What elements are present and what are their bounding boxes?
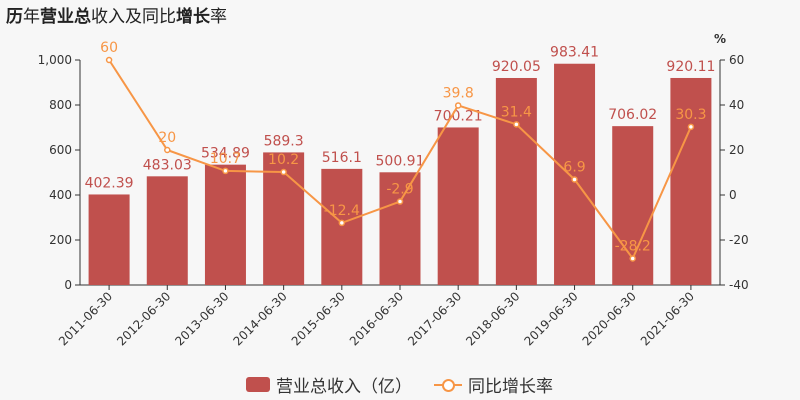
right-axis-tick-label: -40: [729, 278, 749, 292]
bar: [554, 63, 596, 285]
title-part: 收入及同比: [91, 7, 176, 27]
growth-value-label: 20: [158, 130, 176, 146]
left-axis-tick-label: 200: [49, 233, 72, 247]
right-axis-tick-label: 60: [729, 53, 744, 67]
bar-value-label: 516.1: [322, 150, 362, 166]
right-axis-tick-label: 40: [729, 98, 744, 112]
left-axis-tick-label: 400: [49, 188, 72, 202]
left-axis-tick-label: 1,000: [38, 53, 72, 67]
title-part: 增长: [176, 7, 210, 27]
bar: [146, 176, 188, 285]
growth-value-label: 31.4: [501, 104, 532, 120]
growth-value-label: 10.7: [210, 151, 241, 167]
x-axis-tick-label: 2011-06-30: [56, 289, 115, 348]
growth-value-label: 10.2: [268, 152, 299, 168]
bar-value-label: 700.21: [434, 108, 483, 124]
growth-value-label: 30.3: [675, 107, 706, 123]
bar: [495, 77, 537, 286]
x-axis-tick-label: 2019-06-30: [521, 289, 580, 348]
legend-label-growth: 同比增长率: [468, 377, 553, 397]
growth-value-label: 6.9: [563, 159, 585, 175]
bar-value-label: 500.91: [376, 153, 425, 169]
legend-bar-swatch: [246, 377, 270, 392]
bar: [379, 172, 421, 285]
title-part: 营业总: [40, 7, 91, 27]
bar: [437, 127, 479, 285]
bar: [88, 194, 130, 285]
x-axis-tick-label: 2017-06-30: [405, 289, 464, 348]
growth-value-label: -12.4: [324, 203, 360, 219]
x-axis-tick-label: 2015-06-30: [289, 289, 348, 348]
left-axis-tick-label: 600: [49, 143, 72, 157]
x-axis-tick-label: 2013-06-30: [172, 289, 231, 348]
bar-value-label: 706.02: [608, 107, 657, 123]
growth-point: [338, 219, 346, 227]
bar-value-label: 920.05: [492, 59, 541, 75]
x-axis-tick-label: 2016-06-30: [347, 289, 406, 348]
bar-value-label: 920.11: [666, 59, 715, 75]
left-axis-tick-label: 800: [49, 98, 72, 112]
growth-point: [571, 176, 578, 183]
bar: [321, 168, 363, 285]
x-axis-tick-label: 2012-06-30: [114, 289, 173, 348]
growth-point: [105, 56, 113, 64]
growth-point: [164, 146, 171, 154]
right-axis-tick-label: 0: [729, 188, 737, 202]
legend-line-swatch: [434, 377, 462, 392]
bar-value-label: 983.41: [550, 45, 599, 61]
right-axis-tick-label: -20: [729, 233, 749, 247]
right-axis-unit: %: [714, 32, 726, 46]
x-axis-tick-label: 2021-06-30: [638, 289, 697, 348]
growth-point: [629, 255, 636, 262]
x-axis-tick-label: 2020-06-30: [580, 289, 639, 348]
growth-point: [687, 123, 695, 131]
growth-point: [454, 102, 462, 109]
legend-item-revenue[interactable]: 营业总收入（亿）: [246, 372, 412, 397]
x-axis-tick-label: 2018-06-30: [463, 289, 522, 348]
right-axis-tick-label: 20: [729, 143, 744, 157]
bar: [204, 164, 246, 285]
bar-value-label: 483.03: [143, 157, 192, 173]
legend: 营业总收入（亿） 同比增长率: [246, 372, 575, 397]
growth-point: [396, 198, 404, 205]
growth-point: [222, 167, 229, 175]
growth-point: [280, 168, 287, 176]
bar-value-label: 402.39: [85, 175, 134, 191]
growth-value-label: -2.9: [386, 182, 413, 198]
growth-value-label: 60: [100, 40, 118, 56]
growth-value-label: 39.8: [443, 85, 474, 101]
bar: [670, 77, 712, 285]
bar-value-label: 589.3: [264, 133, 304, 149]
left-axis-tick-label: 0: [64, 278, 72, 292]
x-axis-tick-label: 2014-06-30: [231, 289, 290, 348]
title-part: 历: [6, 7, 23, 27]
legend-label-revenue: 营业总收入（亿）: [276, 377, 412, 397]
legend-item-growth[interactable]: 同比增长率: [434, 372, 553, 397]
growth-point: [513, 121, 520, 128]
title-part: 率: [210, 7, 227, 27]
bar-value-label: 534.89: [201, 146, 250, 162]
chart-title: 历年营业总收入及同比增长率: [6, 2, 227, 27]
growth-value-label: -28.2: [615, 238, 651, 254]
title-part: 年: [23, 7, 40, 27]
